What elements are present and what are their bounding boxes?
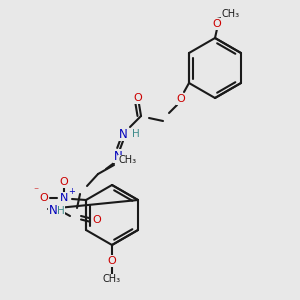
Text: CH₃: CH₃ (119, 155, 137, 165)
Text: N: N (49, 205, 57, 218)
Text: +: + (69, 187, 76, 196)
Text: H: H (57, 206, 65, 216)
Text: N: N (60, 193, 68, 203)
Text: N: N (118, 128, 127, 140)
Text: CH₃: CH₃ (103, 274, 121, 284)
Text: O: O (60, 177, 68, 187)
Text: ⁻: ⁻ (34, 186, 39, 196)
Text: H: H (132, 129, 140, 139)
Text: O: O (177, 94, 185, 104)
Text: N: N (114, 149, 122, 163)
Text: CH₃: CH₃ (222, 9, 240, 19)
Text: O: O (133, 93, 142, 103)
Text: O: O (93, 215, 101, 225)
Text: O: O (40, 193, 48, 203)
Text: O: O (108, 256, 116, 266)
Text: O: O (213, 19, 221, 29)
